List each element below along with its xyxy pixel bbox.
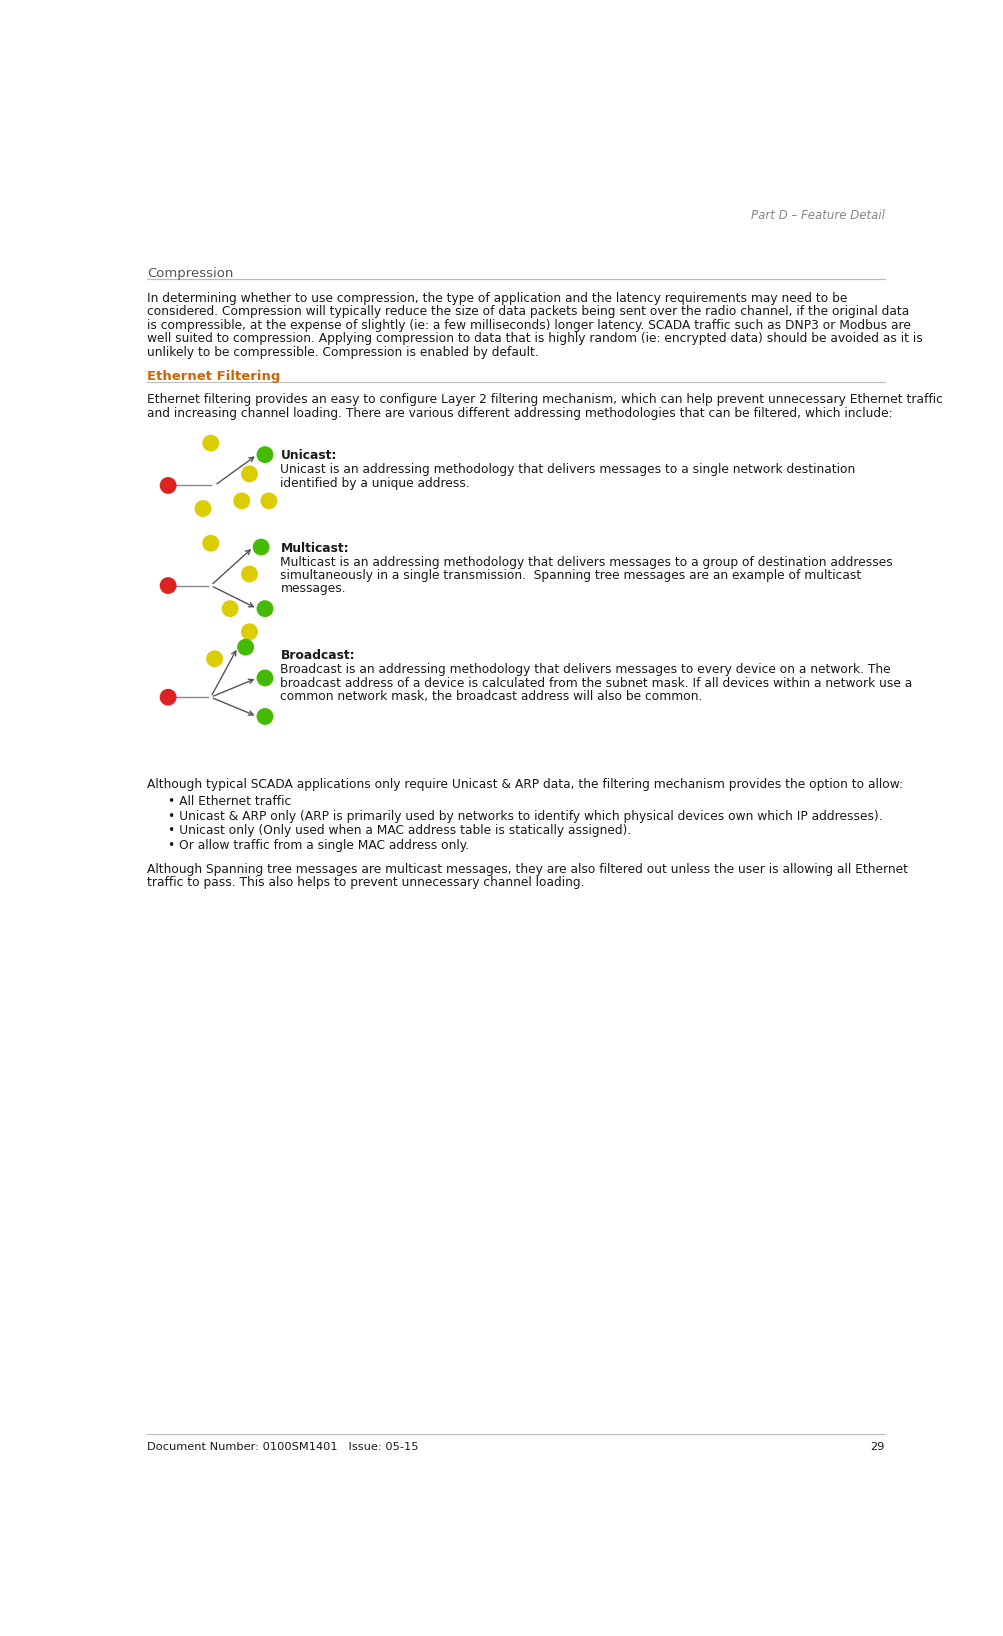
Circle shape bbox=[160, 689, 176, 705]
Circle shape bbox=[242, 466, 257, 481]
Circle shape bbox=[222, 600, 238, 617]
Text: Part D – Feature Detail: Part D – Feature Detail bbox=[750, 209, 884, 221]
Text: Ethernet filtering provides an easy to configure Layer 2 filtering mechanism, wh: Ethernet filtering provides an easy to c… bbox=[147, 393, 942, 406]
Text: considered. Compression will typically reduce the size of data packets being sen: considered. Compression will typically r… bbox=[147, 306, 909, 319]
Circle shape bbox=[207, 651, 222, 666]
Text: In determining whether to use compression, the type of application and the laten: In determining whether to use compressio… bbox=[147, 291, 847, 304]
Text: 29: 29 bbox=[870, 1443, 884, 1453]
Text: common network mask, the broadcast address will also be common.: common network mask, the broadcast addre… bbox=[280, 690, 702, 703]
Text: • All Ethernet traffic: • All Ethernet traffic bbox=[168, 795, 291, 808]
Text: • Unicast only (Only used when a MAC address table is statically assigned).: • Unicast only (Only used when a MAC add… bbox=[168, 825, 631, 838]
Text: Document Number: 0100SM1401   Issue: 05-15: Document Number: 0100SM1401 Issue: 05-15 bbox=[147, 1443, 418, 1453]
Text: Compression: Compression bbox=[147, 267, 234, 280]
Text: Ethernet Filtering: Ethernet Filtering bbox=[147, 370, 280, 383]
Text: unlikely to be compressible. Compression is enabled by default.: unlikely to be compressible. Compression… bbox=[147, 345, 539, 358]
Text: • Or allow traffic from a single MAC address only.: • Or allow traffic from a single MAC add… bbox=[168, 839, 468, 852]
Circle shape bbox=[203, 435, 219, 452]
Text: Unicast is an addressing methodology that delivers messages to a single network : Unicast is an addressing methodology tha… bbox=[280, 463, 855, 476]
Circle shape bbox=[257, 708, 273, 725]
Text: Unicast:: Unicast: bbox=[280, 450, 337, 463]
Circle shape bbox=[242, 623, 257, 640]
Circle shape bbox=[238, 640, 253, 654]
Circle shape bbox=[261, 492, 277, 509]
Text: Broadcast is an addressing methodology that delivers messages to every device on: Broadcast is an addressing methodology t… bbox=[280, 663, 891, 676]
Text: is compressible, at the expense of slightly (ie: a few milliseconds) longer late: is compressible, at the expense of sligh… bbox=[147, 319, 910, 332]
Circle shape bbox=[253, 540, 269, 555]
Text: messages.: messages. bbox=[280, 582, 346, 596]
Text: Broadcast:: Broadcast: bbox=[280, 649, 355, 663]
Text: Multicast is an addressing methodology that delivers messages to a group of dest: Multicast is an addressing methodology t… bbox=[280, 556, 893, 569]
Circle shape bbox=[160, 478, 176, 492]
Text: • Unicast & ARP only (ARP is primarily used by networks to identify which physic: • Unicast & ARP only (ARP is primarily u… bbox=[168, 810, 882, 823]
Circle shape bbox=[257, 671, 273, 685]
Text: and increasing channel loading. There are various different addressing methodolo: and increasing channel loading. There ar… bbox=[147, 406, 892, 419]
Circle shape bbox=[195, 501, 211, 517]
Circle shape bbox=[160, 578, 176, 594]
Text: Multicast:: Multicast: bbox=[280, 542, 349, 555]
Circle shape bbox=[242, 566, 257, 582]
Circle shape bbox=[257, 600, 273, 617]
Text: Although typical SCADA applications only require Unicast & ARP data, the filteri: Although typical SCADA applications only… bbox=[147, 779, 903, 792]
Text: simultaneously in a single transmission.  Spanning tree messages are an example : simultaneously in a single transmission.… bbox=[280, 569, 861, 582]
Text: traffic to pass. This also helps to prevent unnecessary channel loading.: traffic to pass. This also helps to prev… bbox=[147, 877, 584, 890]
Text: identified by a unique address.: identified by a unique address. bbox=[280, 476, 469, 489]
Text: well suited to compression. Applying compression to data that is highly random (: well suited to compression. Applying com… bbox=[147, 332, 922, 345]
Text: broadcast address of a device is calculated from the subnet mask. If all devices: broadcast address of a device is calcula… bbox=[280, 677, 912, 690]
Circle shape bbox=[257, 447, 273, 463]
Circle shape bbox=[203, 535, 219, 551]
Circle shape bbox=[234, 492, 250, 509]
Text: Although Spanning tree messages are multicast messages, they are also filtered o: Although Spanning tree messages are mult… bbox=[147, 862, 908, 875]
